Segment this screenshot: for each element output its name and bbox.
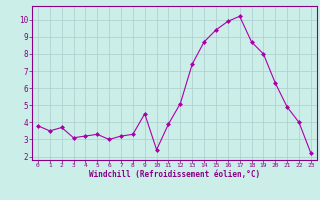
X-axis label: Windchill (Refroidissement éolien,°C): Windchill (Refroidissement éolien,°C) bbox=[89, 170, 260, 179]
